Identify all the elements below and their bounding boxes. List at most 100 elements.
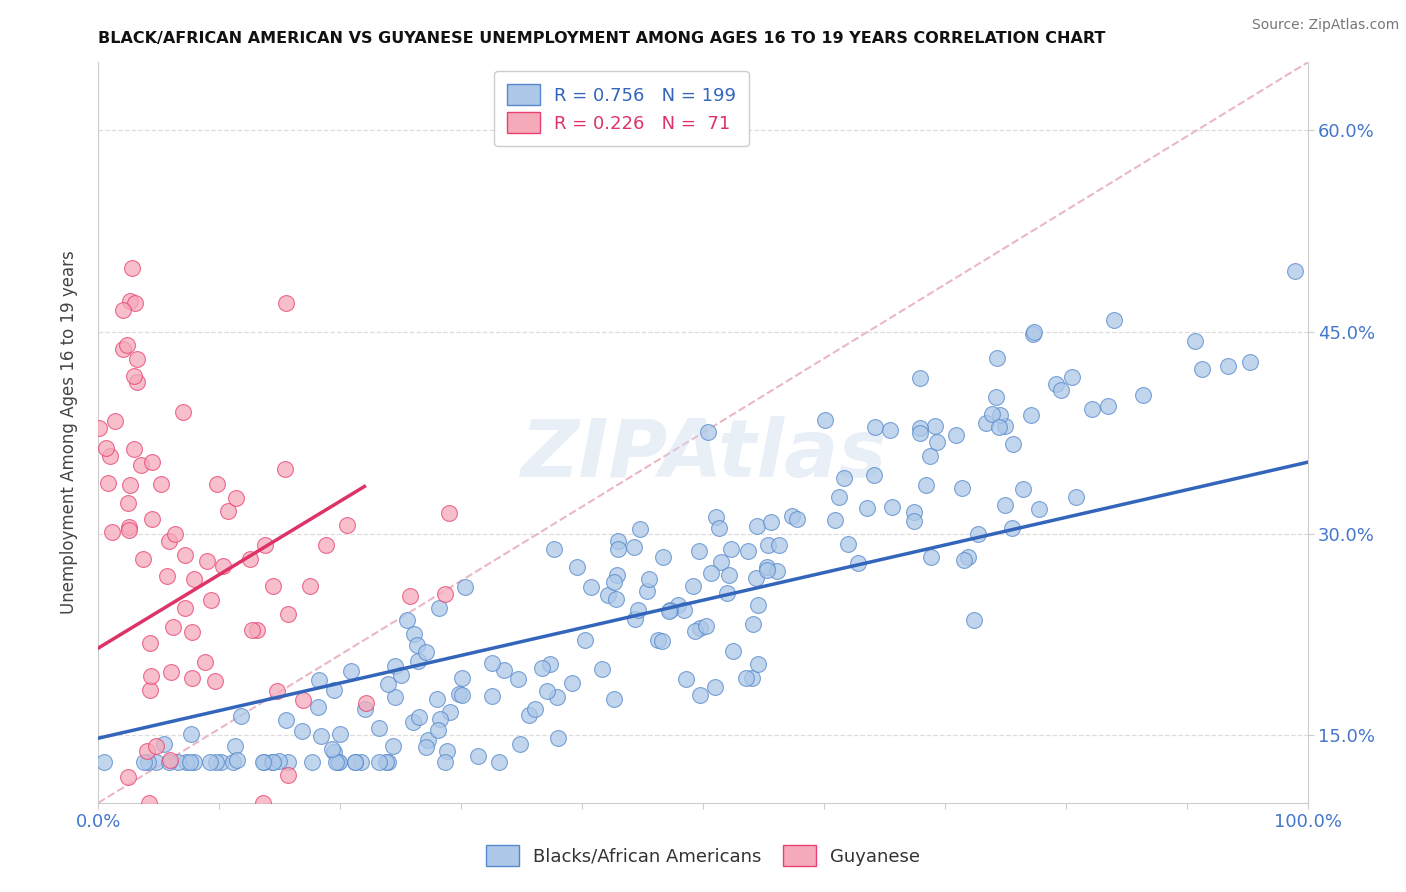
- Point: [434, 587, 457, 601]
- Point: [918, 450, 941, 464]
- Point: [138, 636, 160, 650]
- Point: [1028, 501, 1050, 516]
- Point: [276, 295, 298, 310]
- Point: [704, 680, 727, 694]
- Point: [637, 572, 659, 586]
- Point: [239, 552, 262, 566]
- Point: [945, 428, 967, 442]
- Point: [138, 796, 160, 810]
- Point: [276, 714, 298, 728]
- Point: [309, 729, 332, 743]
- Point: [579, 580, 602, 594]
- Point: [1216, 359, 1239, 373]
- Point: [910, 371, 932, 385]
- Point: [212, 559, 235, 574]
- Point: [172, 405, 194, 419]
- Point: [742, 617, 765, 632]
- Point: [350, 756, 373, 770]
- Point: [101, 525, 124, 540]
- Point: [139, 683, 162, 698]
- Point: [162, 619, 184, 633]
- Point: [450, 671, 472, 685]
- Point: [658, 604, 681, 618]
- Point: [181, 671, 204, 685]
- Point: [262, 756, 284, 770]
- Point: [1184, 334, 1206, 348]
- Point: [994, 419, 1017, 434]
- Point: [301, 756, 323, 770]
- Point: [1019, 408, 1042, 422]
- Point: [652, 549, 675, 564]
- Point: [1050, 383, 1073, 397]
- Point: [127, 375, 149, 389]
- Point: [207, 477, 229, 491]
- Point: [697, 425, 720, 439]
- Point: [277, 607, 299, 621]
- Point: [1002, 436, 1025, 450]
- Point: [990, 408, 1012, 422]
- Point: [863, 467, 886, 482]
- Point: [903, 514, 925, 528]
- Point: [402, 626, 425, 640]
- Point: [981, 407, 1004, 421]
- Point: [439, 706, 461, 720]
- Point: [879, 423, 901, 437]
- Point: [1132, 388, 1154, 402]
- Point: [253, 756, 276, 770]
- Point: [950, 481, 973, 495]
- Point: [481, 656, 503, 670]
- Point: [574, 633, 596, 648]
- Point: [367, 721, 389, 735]
- Point: [974, 417, 997, 431]
- Point: [339, 664, 361, 678]
- Point: [246, 623, 269, 637]
- Point: [1081, 402, 1104, 417]
- Point: [406, 654, 429, 668]
- Point: [262, 756, 284, 770]
- Point: [908, 425, 931, 440]
- Point: [429, 601, 451, 615]
- Point: [927, 434, 949, 449]
- Point: [141, 512, 163, 526]
- Point: [194, 655, 217, 669]
- Point: [908, 421, 931, 435]
- Point: [274, 462, 297, 476]
- Point: [565, 560, 588, 574]
- Point: [122, 442, 145, 456]
- Point: [607, 542, 630, 557]
- Point: [716, 586, 738, 600]
- Point: [628, 522, 651, 536]
- Point: [97, 475, 120, 490]
- Point: [988, 420, 1011, 434]
- Point: [903, 505, 925, 519]
- Point: [741, 671, 763, 685]
- Point: [98, 449, 121, 463]
- Point: [538, 657, 561, 671]
- Point: [994, 498, 1017, 512]
- Point: [117, 770, 139, 784]
- Point: [117, 495, 139, 509]
- Point: [672, 603, 695, 617]
- Point: [377, 756, 399, 770]
- Point: [436, 744, 458, 758]
- Point: [666, 598, 689, 612]
- Point: [682, 579, 704, 593]
- Point: [93, 756, 115, 770]
- Point: [222, 756, 245, 770]
- Point: [336, 518, 359, 533]
- Point: [115, 338, 138, 352]
- Point: [481, 689, 503, 703]
- Point: [163, 527, 186, 541]
- Point: [700, 566, 723, 581]
- Point: [426, 691, 449, 706]
- Point: [141, 669, 163, 683]
- Point: [605, 592, 627, 607]
- Point: [118, 520, 141, 534]
- Point: [837, 537, 859, 551]
- Point: [636, 583, 658, 598]
- Point: [134, 756, 156, 770]
- Point: [543, 541, 565, 556]
- Point: [952, 553, 974, 567]
- Point: [467, 748, 489, 763]
- Point: [415, 739, 437, 754]
